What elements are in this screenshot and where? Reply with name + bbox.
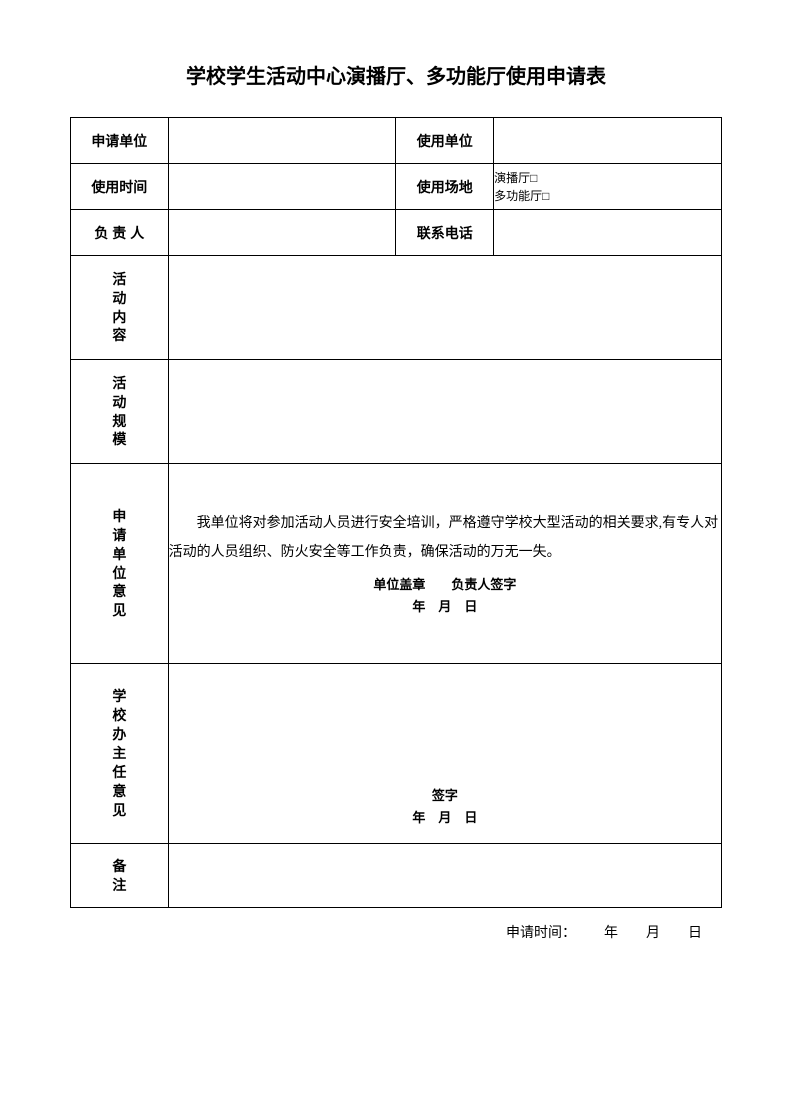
school-sign-line: 签字 (169, 785, 721, 807)
field-activity-content[interactable] (168, 256, 721, 360)
application-time-footer: 申请时间： 年 月 日 (70, 922, 722, 942)
label-use-time: 使用时间 (71, 164, 169, 210)
venue-option-broadcast[interactable]: 演播厅□ (494, 169, 721, 187)
label-responsible: 负 责 人 (71, 210, 169, 256)
label-venue: 使用场地 (396, 164, 494, 210)
field-venue[interactable]: 演播厅□ 多功能厅□ (494, 164, 722, 210)
field-applicant-opinion[interactable]: 我单位将对参加活动人员进行安全培训，严格遵守学校大型活动的相关要求,有专人对活动… (168, 464, 721, 664)
label-applicant-unit: 申请单位 (71, 118, 169, 164)
school-date-line: 年 月 日 (169, 807, 721, 829)
field-use-time[interactable] (168, 164, 396, 210)
field-phone[interactable] (494, 210, 722, 256)
page-title: 学校学生活动中心演播厅、多功能厅使用申请表 (70, 60, 722, 89)
field-responsible[interactable] (168, 210, 396, 256)
field-school-opinion[interactable]: 签字 年 月 日 (168, 664, 721, 844)
label-applicant-opinion: 申请单位意见 (71, 464, 169, 664)
applicant-date-line: 年 月 日 (169, 596, 721, 618)
stamp-signature-line: 单位盖章 负责人签字 (169, 574, 721, 596)
label-notes: 备注 (71, 844, 169, 908)
label-activity-scale: 活动规模 (71, 360, 169, 464)
field-applicant-unit[interactable] (168, 118, 396, 164)
label-user-unit: 使用单位 (396, 118, 494, 164)
label-activity-content: 活动内容 (71, 256, 169, 360)
opinion-text: 我单位将对参加活动人员进行安全培训，严格遵守学校大型活动的相关要求,有专人对活动… (169, 509, 721, 568)
application-form-table: 申请单位 使用单位 使用时间 使用场地 演播厅□ 多功能厅□ 负 责 人 联系电… (70, 117, 722, 908)
label-school-opinion: 学校办主任意见 (71, 664, 169, 844)
field-notes[interactable] (168, 844, 721, 908)
venue-option-multifunction[interactable]: 多功能厅□ (494, 187, 721, 205)
label-phone: 联系电话 (396, 210, 494, 256)
field-activity-scale[interactable] (168, 360, 721, 464)
field-user-unit[interactable] (494, 118, 722, 164)
